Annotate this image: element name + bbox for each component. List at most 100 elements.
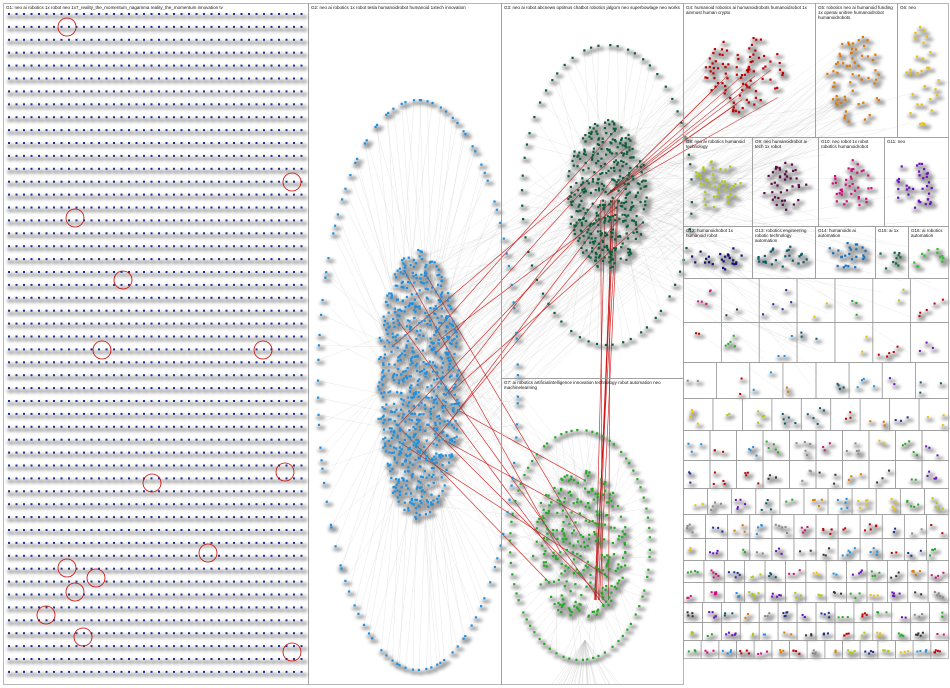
node-shadow [231,428,241,432]
node-shadow [156,376,166,381]
node-shadow [917,393,927,398]
node-shadow [261,92,271,97]
node-shadow [111,299,121,303]
node-shadow [119,221,128,226]
node-shadow [600,210,611,215]
node-shadow [149,582,158,587]
node-shadow [261,363,271,368]
node-shadow [141,260,151,264]
node-shadow [156,453,166,458]
node-shadow [299,195,308,200]
node-shadow [74,299,83,303]
node-shadow [941,573,950,578]
node-shadow [21,221,31,226]
node-shadow [66,673,76,677]
node-shadow [438,286,448,291]
node-shadow [269,660,278,664]
node-shadow [164,569,173,574]
node-shadow [494,559,505,564]
node-shadow [560,657,571,662]
node-shadow [6,440,16,445]
node-shadow [21,389,31,393]
node-shadow [186,157,196,161]
node-shadow [291,505,301,510]
node-shadow [231,453,241,458]
node-shadow [566,481,576,486]
node-shadow [216,247,226,251]
node-shadow [246,247,256,251]
node-shadow [246,260,256,264]
node-shadow [402,103,413,108]
node-shadow [209,53,218,58]
node-shadow [201,389,211,393]
node-shadow [449,118,460,123]
node-shadow [254,415,263,419]
node-shadow [14,273,23,277]
node-shadow [179,582,188,587]
node-shadow [793,179,804,184]
node-shadow [149,634,158,638]
node-shadow [239,92,248,97]
node-shadow [627,169,638,174]
node-shadow [883,269,893,274]
node-shadow [246,492,256,497]
edge [628,175,835,251]
node-shadow [239,531,248,535]
node-shadow [291,647,301,651]
node-shadow [618,567,629,572]
node-shadow [14,157,23,161]
node-shadow [96,41,106,45]
node-shadow [171,286,181,290]
node-shadow [89,311,98,316]
node-shadow [269,260,278,264]
node-shadow [541,566,551,571]
node-shadow [156,105,166,110]
node-shadow [276,324,286,329]
node-shadow [104,531,113,535]
node-shadow [276,350,286,355]
node-shadow [126,673,136,677]
node-shadow [746,88,757,93]
node-shadow [209,595,218,600]
node-shadow [276,608,286,613]
node-shadow [179,170,188,174]
node-shadow [134,531,143,535]
node-shadow [149,324,158,329]
node-shadow [179,363,188,368]
node-shadow [171,518,181,522]
node-shadow [111,402,121,406]
node-shadow [29,41,38,45]
node-shadow [141,66,151,71]
node-shadow [239,247,248,251]
node-shadow [871,84,882,89]
node-shadow [239,440,248,445]
node-shadow [224,466,233,471]
node-shadow [36,170,46,174]
node-shadow [284,505,293,510]
node-shadow [141,595,151,600]
node-shadow [89,453,98,458]
edge [526,144,601,164]
node-shadow [415,482,426,487]
node-shadow [685,381,695,386]
node-shadow [847,83,858,88]
node-shadow [216,311,226,316]
node-shadow [854,165,865,170]
node-shadow [845,122,856,127]
node-shadow [14,428,23,432]
node-shadow [425,486,436,491]
node-shadow [940,598,950,603]
node-shadow [855,105,866,110]
node-shadow [855,188,866,193]
node-shadow [889,500,899,504]
node-shadow [66,286,76,290]
node-shadow [104,518,113,522]
node-shadow [111,363,121,368]
node-shadow [194,157,203,161]
node-shadow [51,544,61,548]
node-shadow [141,15,151,19]
node-shadow [194,299,203,303]
node-shadow [654,75,665,80]
node-shadow [246,350,256,355]
node-shadow [269,647,278,651]
